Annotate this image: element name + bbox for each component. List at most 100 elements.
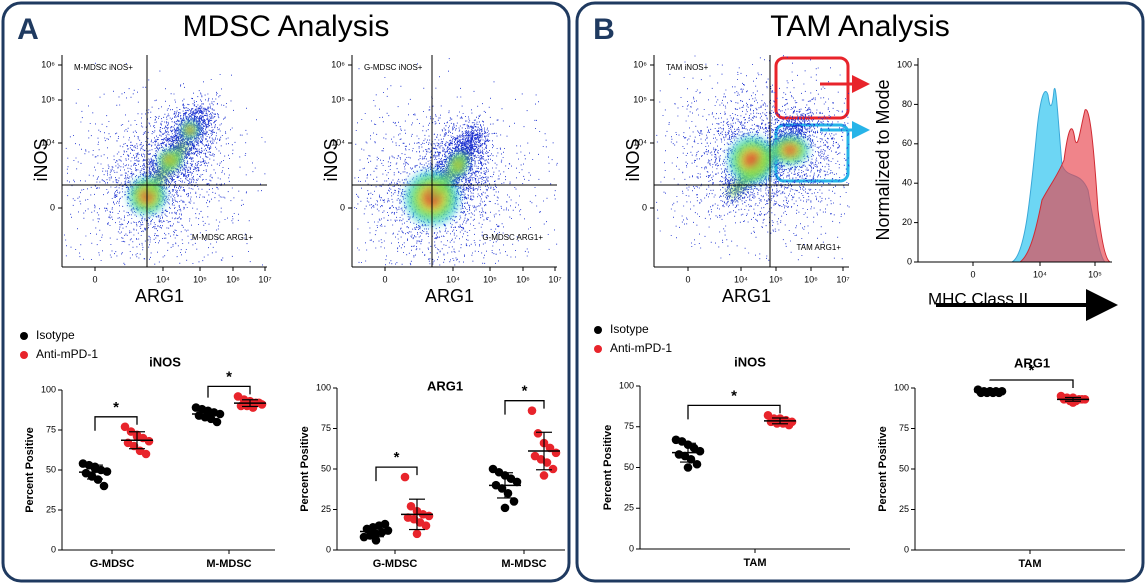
data-point (371, 535, 381, 545)
x-tick-label: 10⁵ (483, 274, 497, 284)
quadrant-label: TAM iNOS+ (666, 63, 709, 72)
x-tick-label: M-MDSC (501, 558, 546, 570)
chart-title: iNOS (734, 354, 766, 369)
y-tick-label: 75 (899, 423, 909, 433)
y-tick-label: 0 (907, 256, 912, 266)
axis-label: ARG1 (135, 286, 184, 306)
data-point (500, 503, 510, 513)
x-tick-label: M-MDSC (206, 558, 251, 570)
data-point (548, 464, 558, 474)
histogram-treated (1018, 109, 1111, 263)
legend-marker (20, 332, 28, 340)
y-tick-label: 0 (50, 202, 55, 212)
data-point (424, 511, 434, 521)
legend-marker (20, 351, 28, 359)
significance-bracket (504, 400, 545, 415)
axis-label: ARG1 (722, 286, 771, 306)
y-tick-label: 0 (340, 202, 345, 212)
data-point (212, 417, 222, 427)
y-tick-label: 25 (321, 504, 331, 514)
y-tick-label: 10⁴ (633, 137, 647, 147)
data-point (692, 459, 702, 469)
y-tick-label: 100 (619, 380, 634, 390)
significance-bracket (687, 404, 781, 420)
x-tick-label: 10⁵ (1088, 269, 1102, 279)
axis-label: MHC Class II (928, 289, 1028, 308)
significance-label: * (731, 387, 737, 404)
significance-label: * (113, 399, 119, 416)
y-tick-label: 20 (902, 217, 912, 227)
y-tick-label: 10⁵ (41, 94, 55, 104)
significance-bracket (94, 416, 138, 431)
panel-letter: B (593, 13, 615, 46)
chart-title: ARG1 (427, 378, 463, 393)
quadrant-label: M-MDSC ARG1+ (192, 233, 253, 242)
x-tick-label: 10⁷ (836, 274, 849, 284)
x-tick-label: 10⁴ (734, 274, 748, 284)
axis-label: iNOS (623, 138, 643, 181)
data-point (542, 458, 552, 467)
y-tick-label: 100 (894, 382, 909, 392)
x-tick-label: 10⁴ (1033, 269, 1047, 279)
panel-border (575, 1, 1145, 583)
data-point (380, 519, 390, 529)
y-tick-label: 75 (321, 423, 331, 433)
y-tick-label: 80 (902, 99, 912, 109)
panel-title: MDSC Analysis (183, 10, 390, 43)
y-tick-label: 100 (41, 384, 56, 394)
data-point (406, 501, 416, 511)
data-point (421, 521, 431, 530)
axis-label: iNOS (321, 138, 341, 181)
x-tick-label: 10⁴ (446, 274, 460, 284)
y-tick-label: 75 (624, 421, 634, 431)
panel-border (1, 1, 571, 583)
y-tick-label: 100 (897, 59, 912, 69)
y-tick-label: 10⁴ (331, 137, 345, 147)
significance-label: * (226, 368, 232, 385)
x-tick-label: G-MDSC (373, 558, 418, 570)
axis-label: Normalized to Mode (873, 79, 893, 240)
x-tick-label: 10⁷ (258, 274, 271, 284)
x-tick-label: TAM (743, 557, 766, 569)
data-point (683, 463, 693, 472)
axis-label: iNOS (31, 138, 51, 181)
quadrant-label: TAM ARG1+ (796, 243, 841, 252)
significance-label: * (394, 449, 400, 466)
y-axis-label: Percent Positive (602, 425, 614, 511)
x-tick-label: TAM (1018, 558, 1041, 570)
y-tick-label: 50 (46, 464, 56, 474)
y-tick-label: 0 (629, 543, 634, 553)
y-tick-label: 75 (46, 424, 56, 434)
data-point (141, 449, 151, 459)
y-tick-label: 10⁶ (41, 59, 55, 69)
y-tick-label: 0 (326, 544, 331, 554)
quadrant-label: G-MDSC iNOS+ (364, 63, 423, 72)
y-tick-label: 100 (316, 382, 331, 392)
chart-title: ARG1 (1014, 355, 1050, 370)
data-point (144, 436, 154, 446)
significance-bracket (375, 466, 418, 482)
quadrant-label: G-MDSC ARG1+ (482, 233, 543, 242)
y-tick-label: 60 (902, 138, 912, 148)
legend-label: Anti-mPD-1 (610, 341, 672, 355)
legend-marker (594, 326, 602, 334)
data-point (120, 422, 130, 432)
data-point (383, 526, 393, 535)
data-point (412, 529, 422, 539)
y-tick-label: 40 (902, 178, 912, 188)
y-tick-label: 10⁶ (331, 59, 345, 69)
data-point (503, 489, 513, 498)
data-point (99, 481, 109, 491)
y-tick-label: 0 (51, 544, 56, 554)
flow-density (783, 145, 797, 155)
data-point (1068, 398, 1078, 407)
y-tick-label: 0 (904, 544, 909, 554)
y-tick-label: 50 (624, 462, 634, 472)
flow-density (428, 151, 470, 201)
data-point (400, 472, 410, 482)
y-tick-label: 25 (46, 504, 56, 514)
legend-label: Isotype (610, 322, 649, 336)
x-tick-label: 10⁴ (156, 274, 170, 284)
significance-bracket (207, 385, 251, 398)
